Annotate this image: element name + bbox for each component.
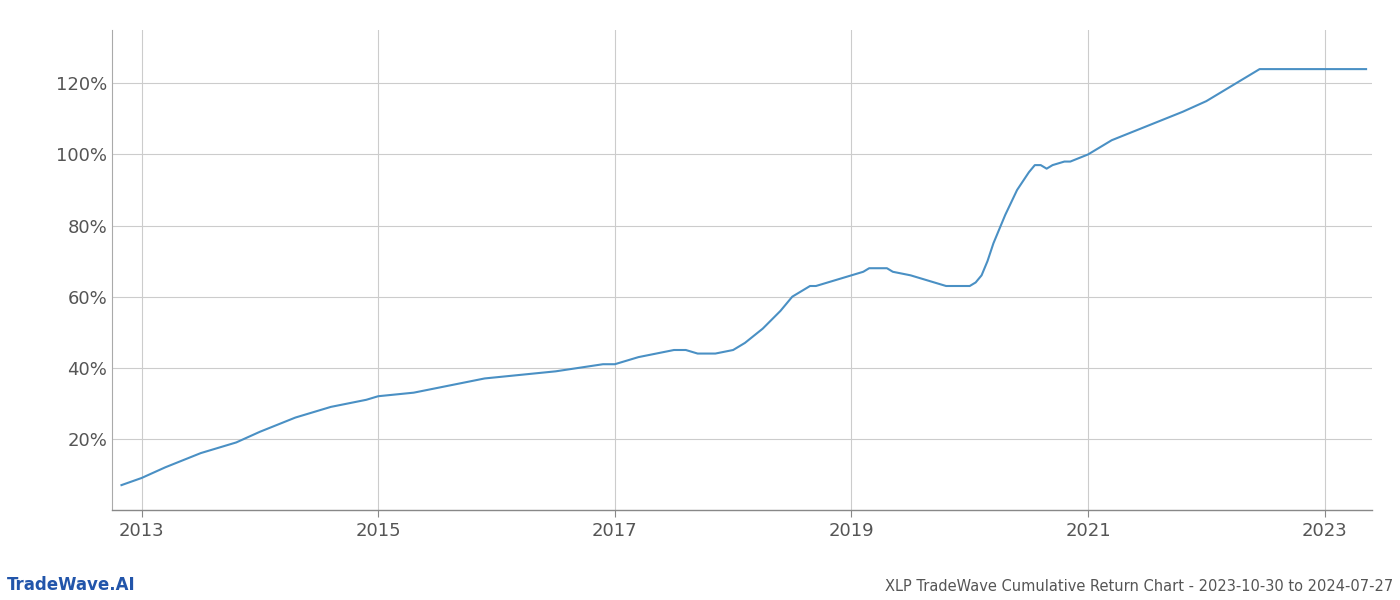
Text: XLP TradeWave Cumulative Return Chart - 2023-10-30 to 2024-07-27: XLP TradeWave Cumulative Return Chart - … (885, 579, 1393, 594)
Text: TradeWave.AI: TradeWave.AI (7, 576, 136, 594)
